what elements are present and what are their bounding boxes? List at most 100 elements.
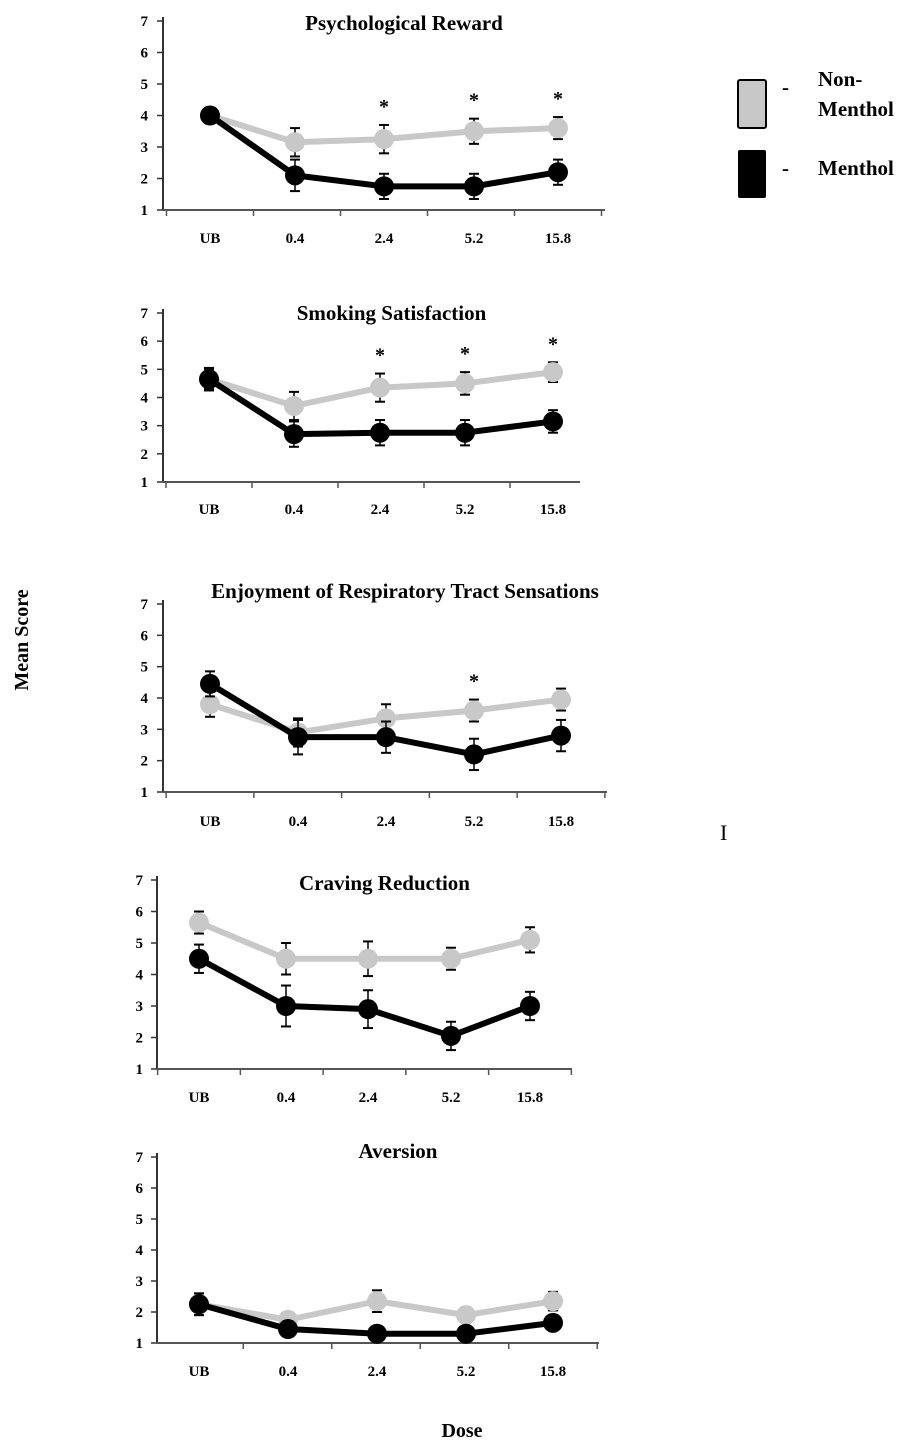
y-tick-label: 4 bbox=[141, 691, 149, 707]
y-tick-label: 5 bbox=[141, 362, 149, 378]
y-tick-label: 2 bbox=[136, 1031, 144, 1047]
x-tick-label: 2.4 bbox=[368, 1364, 387, 1380]
significance-star: * bbox=[460, 343, 470, 365]
y-tick-label: 4 bbox=[141, 391, 149, 407]
legend-label-non-menthol-line1: Non- bbox=[818, 67, 862, 91]
series-non-menthol bbox=[200, 105, 568, 158]
series-line bbox=[197, 956, 532, 1039]
y-tick-label: 6 bbox=[136, 1181, 144, 1197]
x-tick-label: 15.8 bbox=[517, 1090, 543, 1106]
y-tick-label: 7 bbox=[136, 873, 144, 889]
data-point bbox=[464, 744, 484, 765]
data-point bbox=[455, 422, 475, 443]
chart-panel-4: Craving Reduction 1 2 3 4 5 6 7 UB 0.4 2.4 5.2 15.8 bbox=[136, 871, 573, 1106]
data-point bbox=[464, 176, 484, 197]
x-tick-label: 5.2 bbox=[465, 231, 484, 247]
x-tick-label: 15.8 bbox=[545, 231, 571, 247]
x-tick-label: 5.2 bbox=[465, 814, 484, 830]
y-tick-label: 3 bbox=[136, 1274, 144, 1290]
chart-title: Enjoyment of Respiratory Tract Sensation… bbox=[211, 579, 599, 603]
x-tick-label: UB bbox=[200, 814, 221, 830]
legend-swatch-menthol bbox=[738, 150, 766, 198]
data-point bbox=[200, 673, 220, 694]
data-point bbox=[543, 411, 563, 432]
y-tick-label: 3 bbox=[141, 140, 149, 156]
chart-panel-2: Smoking Satisfaction 1 2 3 4 5 6 7 UB 0.4 2.4 5.2 15… bbox=[141, 301, 580, 518]
data-point bbox=[374, 176, 394, 197]
data-point bbox=[551, 725, 571, 746]
data-point bbox=[189, 1294, 209, 1315]
y-tick-label: 5 bbox=[136, 1212, 144, 1228]
series-menthol bbox=[200, 105, 568, 200]
y-tick-label: 1 bbox=[141, 785, 149, 801]
data-point bbox=[464, 700, 484, 721]
x-tick-label: 2.4 bbox=[377, 814, 396, 830]
y-tick-label: 2 bbox=[141, 447, 149, 463]
chart-title: Aversion bbox=[359, 1139, 438, 1163]
series-menthol bbox=[199, 366, 563, 448]
y-tick-label: 3 bbox=[141, 419, 149, 435]
data-point bbox=[370, 422, 390, 443]
y-tick-label: 3 bbox=[136, 999, 144, 1015]
y-tick-label: 1 bbox=[141, 475, 149, 491]
significance-star: * bbox=[469, 90, 479, 112]
chart-panel-1: Psychological Reward 1 2 3 4 5 6 7 UB 0.4 2.4 5.2 15… bbox=[141, 11, 605, 247]
y-tick-label: 2 bbox=[141, 754, 149, 770]
data-point bbox=[370, 377, 390, 398]
data-point bbox=[367, 1291, 387, 1312]
data-point bbox=[358, 999, 378, 1020]
x-tick-label: 0.4 bbox=[277, 1090, 296, 1106]
x-tick-label: UB bbox=[199, 502, 220, 518]
legend-dash-non-menthol: - bbox=[782, 75, 789, 99]
data-point bbox=[200, 105, 220, 126]
data-point bbox=[376, 708, 396, 729]
x-tick-label: 0.4 bbox=[286, 231, 305, 247]
data-point bbox=[520, 929, 540, 950]
series-menthol bbox=[189, 1292, 563, 1344]
data-point bbox=[189, 948, 209, 969]
data-point bbox=[543, 362, 563, 383]
chart-title: Smoking Satisfaction bbox=[297, 301, 487, 325]
data-point bbox=[543, 1312, 563, 1333]
x-tick-label: 15.8 bbox=[540, 502, 566, 518]
data-point bbox=[358, 948, 378, 969]
data-point bbox=[189, 912, 209, 933]
data-point bbox=[285, 132, 305, 153]
x-tick-label: 0.4 bbox=[279, 1364, 298, 1380]
x-tick-label: UB bbox=[200, 231, 221, 247]
chart-title: Craving Reduction bbox=[299, 871, 470, 895]
y-tick-label: 2 bbox=[141, 172, 149, 188]
x-tick-label: 5.2 bbox=[457, 1364, 476, 1380]
data-point bbox=[367, 1323, 387, 1344]
y-tick-label: 6 bbox=[136, 905, 144, 921]
series-non-menthol bbox=[189, 1289, 563, 1330]
data-point bbox=[543, 1291, 563, 1312]
significance-star: * bbox=[375, 345, 385, 367]
y-tick-label: 5 bbox=[136, 936, 144, 952]
y-tick-label: 1 bbox=[136, 1062, 144, 1078]
data-point bbox=[441, 948, 461, 969]
significance-star: * bbox=[548, 333, 558, 355]
legend-label-menthol: Menthol bbox=[818, 156, 894, 180]
significance-star: * bbox=[469, 671, 479, 693]
data-point bbox=[376, 727, 396, 748]
y-tick-label: 7 bbox=[141, 306, 149, 322]
x-tick-label: UB bbox=[189, 1364, 210, 1380]
x-tick-label: 0.4 bbox=[285, 502, 304, 518]
series-non-menthol bbox=[199, 361, 563, 422]
y-tick-label: 5 bbox=[141, 660, 149, 676]
y-tick-label: 1 bbox=[141, 203, 149, 219]
x-tick-label: 5.2 bbox=[456, 502, 475, 518]
y-axis-label: Mean Score bbox=[11, 589, 33, 690]
data-point bbox=[551, 689, 571, 710]
data-point bbox=[278, 1319, 298, 1340]
x-tick-label: UB bbox=[189, 1090, 210, 1106]
x-tick-label: 5.2 bbox=[442, 1090, 461, 1106]
data-point bbox=[288, 727, 308, 748]
series-non-menthol bbox=[189, 910, 540, 978]
data-point bbox=[548, 118, 568, 139]
chart-panel-5: Aversion 1 2 3 4 5 6 7 UB 0.4 2.4 5.2 15.8 bbox=[136, 1139, 599, 1380]
data-point bbox=[456, 1305, 476, 1326]
data-point bbox=[200, 694, 220, 715]
